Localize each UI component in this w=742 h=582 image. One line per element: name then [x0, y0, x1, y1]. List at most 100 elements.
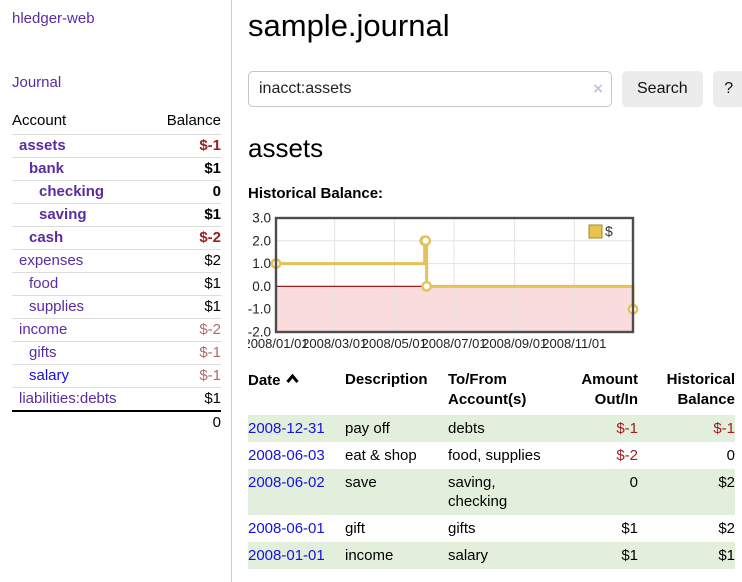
transaction-description: pay off: [345, 420, 390, 437]
accounts-total-spacer: [12, 410, 150, 434]
transaction-row[interactable]: 2008-01-01 income salary $1 $1: [248, 542, 735, 569]
svg-text:3.0: 3.0: [252, 212, 271, 226]
account-heading: assets: [248, 133, 324, 163]
legend-label: $: [605, 223, 613, 239]
account-link[interactable]: food: [12, 272, 150, 296]
column-header-accounts[interactable]: To/From Account(s): [448, 371, 527, 408]
accounts-table: Account Balance assets $-1 bank $1 checking 0…: [12, 110, 221, 434]
svg-text:2008/07/01: 2008/07/01: [421, 336, 486, 351]
sidebar: hledger-web Journal Account Balance asse…: [0, 0, 232, 582]
account-balance: $1: [149, 203, 221, 227]
transaction-accounts: saving, checking: [448, 474, 508, 510]
svg-text:0.0: 0.0: [252, 279, 271, 294]
account-row: gifts $-1: [12, 341, 221, 365]
search-input[interactable]: [248, 71, 612, 107]
sort-ascending-icon: [285, 370, 299, 390]
transaction-description: income: [345, 547, 394, 564]
account-link[interactable]: salary: [12, 364, 150, 388]
account-link[interactable]: assets: [12, 134, 150, 158]
svg-text:2008/03/01: 2008/03/01: [302, 336, 367, 351]
transaction-amount: $1: [621, 520, 638, 537]
svg-text:2008/01/01: 2008/01/01: [248, 336, 309, 351]
svg-text:-1.0: -1.0: [248, 302, 271, 317]
accounts-total-value: 0: [149, 410, 221, 434]
chart-title: Historical Balance:: [248, 185, 384, 202]
account-balance: $1: [149, 387, 221, 411]
transaction-amount: $-1: [616, 420, 638, 437]
account-row: cash $-2: [12, 226, 221, 250]
app-brand-link[interactable]: hledger-web: [12, 10, 95, 27]
account-link[interactable]: gifts: [12, 341, 150, 365]
account-row: salary $-1: [12, 364, 221, 388]
transaction-balance: $2: [718, 520, 735, 537]
account-link[interactable]: expenses: [12, 249, 150, 273]
account-link[interactable]: saving: [12, 203, 150, 227]
transactions-header-row: Date Description To/From Account(s) Amou…: [248, 368, 735, 415]
transaction-row[interactable]: 2008-06-03 eat & shop food, supplies $-2 0: [248, 442, 735, 469]
transaction-row[interactable]: 2008-06-02 save saving, checking 0 $2: [248, 469, 735, 515]
search-button[interactable]: Search: [622, 71, 703, 107]
transaction-row[interactable]: 2008-12-31 pay off debts $-1 $-1: [248, 415, 735, 442]
accounts-header-balance: Balance: [166, 112, 221, 129]
svg-text:-2.0: -2.0: [248, 325, 271, 340]
transaction-accounts: food, supplies: [448, 447, 541, 464]
account-row: checking 0: [12, 180, 221, 204]
svg-text:2008/09/01: 2008/09/01: [482, 336, 547, 351]
account-balance: $-2: [149, 318, 221, 342]
legend-swatch: [588, 224, 603, 239]
account-row: bank $1: [12, 157, 221, 181]
search-bar: × Search ?: [248, 71, 742, 107]
page-title: sample.journal: [248, 8, 450, 43]
account-rows: assets $-1 bank $1 checking 0 saving $1 cash $-2 e…: [12, 134, 221, 411]
account-row: assets $-1: [12, 134, 221, 158]
transaction-date-link[interactable]: 2008-01-01: [248, 547, 325, 564]
account-balance: $-1: [149, 341, 221, 365]
account-link[interactable]: supplies: [12, 295, 150, 319]
transaction-row[interactable]: 2008-06-01 gift gifts $1 $2: [248, 515, 735, 542]
transaction-date-link[interactable]: 2008-12-31: [248, 420, 325, 437]
accounts-total-row: 0: [12, 410, 221, 434]
transaction-balance: $-1: [713, 420, 735, 437]
account-link[interactable]: liabilities:debts: [12, 387, 150, 411]
accounts-header-row: Account Balance: [12, 110, 221, 135]
column-header-balance[interactable]: Historical Balance: [666, 371, 735, 408]
account-balance: $2: [149, 249, 221, 273]
svg-text:2.0: 2.0: [252, 233, 271, 248]
accounts-header-account: Account: [12, 112, 67, 129]
account-link[interactable]: cash: [12, 226, 150, 250]
account-link[interactable]: bank: [12, 157, 150, 181]
svg-text:1.0: 1.0: [252, 256, 271, 271]
column-header-date[interactable]: Date: [248, 368, 345, 415]
account-balance: $-2: [149, 226, 221, 250]
search-input-wrap: ×: [248, 71, 612, 107]
account-link[interactable]: income: [12, 318, 150, 342]
transaction-description: save: [345, 474, 377, 491]
column-header-amount[interactable]: Amount Out/In: [581, 371, 638, 408]
transaction-balance: $1: [718, 547, 735, 564]
account-balance: $1: [149, 295, 221, 319]
transaction-description: gift: [345, 520, 366, 537]
main-content: sample.journal × Search ? assets Histori…: [232, 0, 742, 582]
account-row: liabilities:debts $1: [12, 387, 221, 411]
account-balance: $1: [149, 272, 221, 296]
transaction-amount: $-2: [616, 447, 638, 464]
transaction-date-link[interactable]: 2008-06-02: [248, 474, 325, 491]
search-help-button[interactable]: ?: [712, 71, 742, 107]
svg-text:2008/05/01: 2008/05/01: [362, 336, 427, 351]
account-row: income $-2: [12, 318, 221, 342]
account-balance: $-1: [149, 364, 221, 388]
clear-search-icon[interactable]: ×: [593, 79, 603, 98]
svg-text:2008/11/01: 2008/11/01: [542, 336, 606, 351]
transaction-date-link[interactable]: 2008-06-03: [248, 447, 325, 464]
historical-balance-chart: $3.0 2.0 1.0 0.0 -1.0 -2.0 2008/01/01 2008/03/0…: [243, 211, 644, 354]
account-link[interactable]: checking: [12, 180, 150, 204]
account-row: expenses $2: [12, 249, 221, 273]
account-balance: $-1: [149, 134, 221, 158]
transaction-date-link[interactable]: 2008-06-01: [248, 520, 325, 537]
transaction-balance: 0: [726, 447, 735, 464]
transaction-accounts: debts: [448, 420, 485, 437]
column-header-description[interactable]: Description: [345, 371, 428, 388]
transaction-amount: 0: [629, 474, 638, 491]
sidebar-item-journal[interactable]: Journal: [12, 74, 62, 91]
